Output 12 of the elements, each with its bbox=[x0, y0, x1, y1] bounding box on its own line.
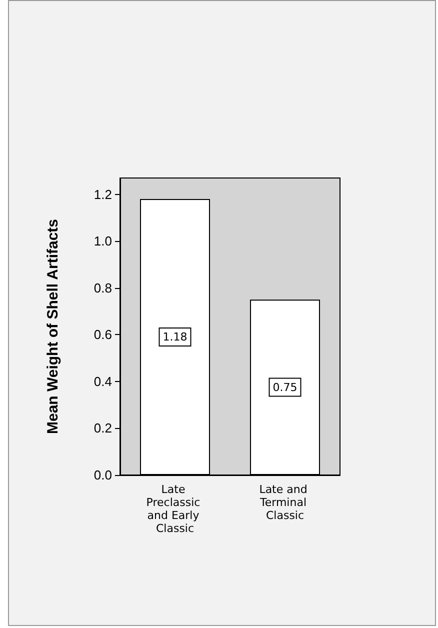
data-label: 1.18 bbox=[162, 330, 188, 344]
y-tick-label: 0.4 bbox=[94, 374, 112, 389]
x-tick-label: Late and Terminal Classic bbox=[259, 483, 311, 522]
y-tick-label: 1.0 bbox=[94, 234, 112, 249]
y-tick-label: 0.0 bbox=[94, 468, 112, 482]
data-label: 0.75 bbox=[272, 380, 298, 394]
y-tick-label: 0.2 bbox=[94, 420, 112, 436]
y-tick-label: 0.8 bbox=[94, 280, 112, 296]
y-tick-label: 1.2 bbox=[94, 186, 112, 202]
y-tick-label: 0.6 bbox=[94, 327, 112, 342]
y-axis-title: Mean Weight of Shell Artifacts bbox=[44, 218, 62, 434]
x-tick-label: Late Preclassic and Early Classic bbox=[146, 483, 204, 535]
